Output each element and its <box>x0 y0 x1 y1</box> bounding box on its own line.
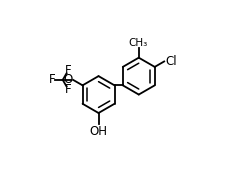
Text: CH₃: CH₃ <box>128 38 148 48</box>
Text: F: F <box>49 73 55 86</box>
Text: F: F <box>65 64 71 77</box>
Text: Cl: Cl <box>165 55 177 68</box>
Text: OH: OH <box>90 125 108 138</box>
Text: O: O <box>63 73 72 86</box>
Text: F: F <box>65 82 71 95</box>
